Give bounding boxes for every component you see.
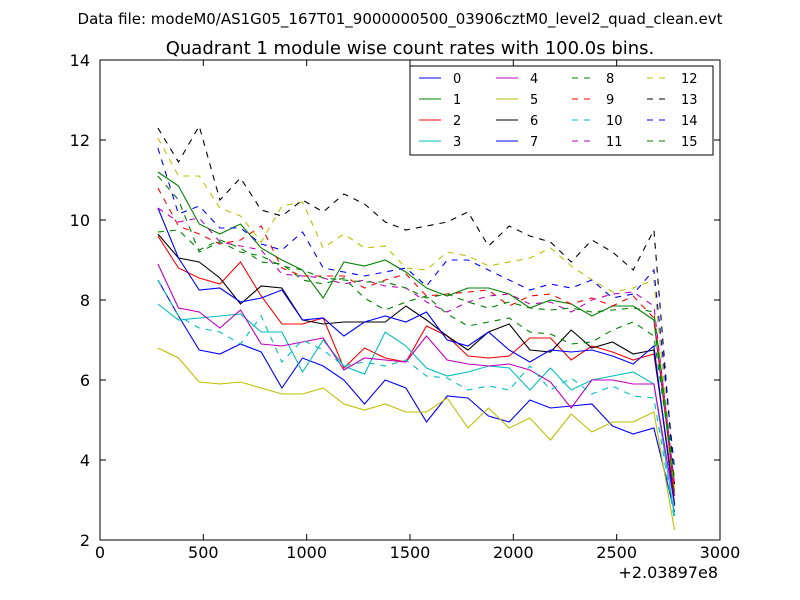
legend-label-5: 5 (530, 93, 538, 108)
legend-label-13: 13 (681, 93, 698, 108)
series-line-5 (157, 347, 676, 531)
x-tick-label: 2500 (596, 543, 637, 562)
legend-label-2: 2 (453, 114, 461, 129)
y-tick-label: 14 (70, 51, 90, 70)
legend-label-6: 6 (530, 114, 538, 129)
x-offset-label: +2.03897e8 (618, 563, 718, 582)
series-line-0 (157, 279, 676, 513)
y-tick-label: 6 (80, 371, 90, 390)
series-line-12 (157, 137, 676, 489)
series-layer (157, 124, 676, 531)
legend-label-9: 9 (606, 93, 614, 108)
chart-title: Quadrant 1 module wise count rates with … (166, 38, 655, 59)
x-tick-label: 2000 (493, 543, 534, 562)
legend-label-8: 8 (606, 72, 614, 87)
x-axis: 0 500 1000 1500 2000 2500 3000 (95, 60, 740, 562)
legend-label-10: 10 (606, 114, 623, 129)
series-line-1 (157, 171, 676, 493)
x-tick-label: 3000 (700, 543, 741, 562)
series-line-13 (157, 124, 676, 485)
series-line-3 (157, 303, 676, 517)
legend-label-3: 3 (453, 135, 461, 150)
legend-label-12: 12 (681, 72, 698, 87)
legend-label-0: 0 (453, 72, 461, 87)
x-tick-label: 1500 (390, 543, 431, 562)
series-line-11 (157, 207, 676, 485)
series-line-2 (157, 235, 676, 497)
y-tick-label: 8 (80, 291, 90, 310)
x-tick-label: 1000 (286, 543, 327, 562)
series-line-14 (157, 147, 676, 469)
series-line-8 (157, 229, 676, 481)
y-tick-label: 4 (80, 451, 90, 470)
legend-label-11: 11 (606, 135, 623, 150)
legend-label-4: 4 (530, 72, 538, 87)
series-line-9 (157, 187, 676, 489)
legend-frame (409, 65, 714, 156)
series-line-7 (157, 207, 676, 507)
y-tick-label: 2 (80, 531, 90, 550)
y-tick-label: 12 (70, 131, 90, 150)
x-tick-label: 500 (188, 543, 219, 562)
series-line-15 (157, 175, 676, 481)
series-line-10 (157, 279, 676, 521)
legend-label-1: 1 (453, 93, 461, 108)
legend-label-15: 15 (681, 135, 698, 150)
x-tick-label: 0 (95, 543, 105, 562)
y-tick-label: 10 (70, 211, 90, 230)
legend-label-14: 14 (681, 114, 698, 129)
legend-label-7: 7 (530, 135, 538, 150)
suptitle: Data file: modeM0/AS1G05_167T01_90000005… (78, 10, 723, 29)
series-line-4 (157, 263, 676, 505)
